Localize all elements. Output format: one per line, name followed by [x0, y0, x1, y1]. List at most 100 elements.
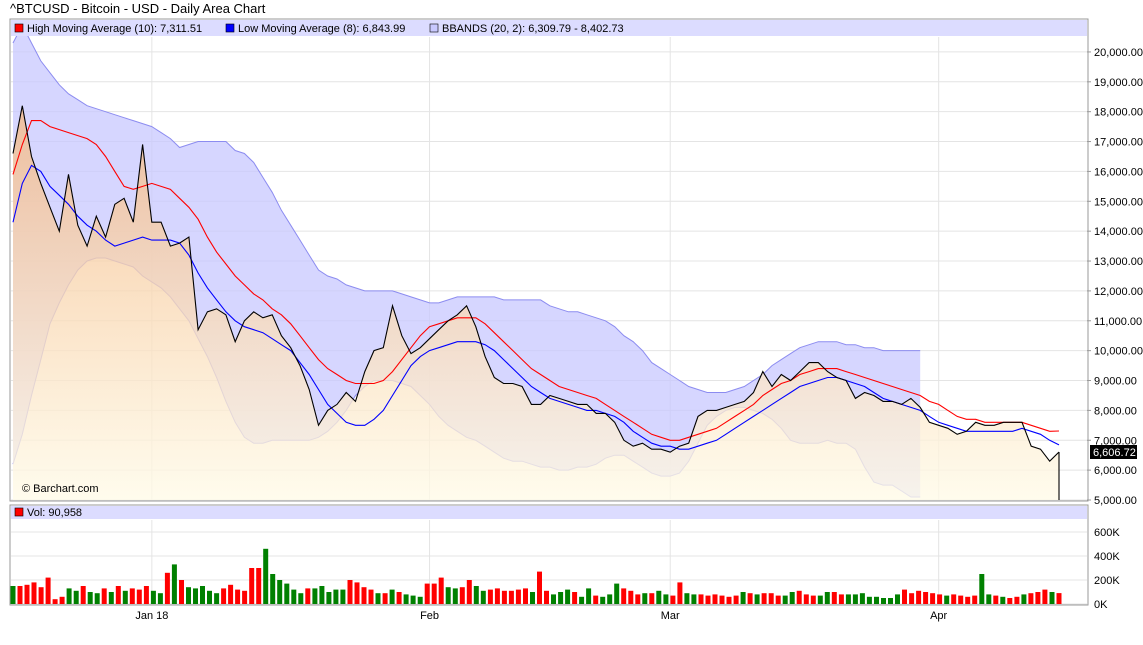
- volume-bar: [214, 593, 220, 604]
- volume-bar: [424, 583, 430, 604]
- volume-bar: [523, 588, 528, 604]
- volume-bar: [431, 583, 437, 604]
- volume-swatch: [14, 507, 24, 517]
- volume-bar: [73, 590, 79, 604]
- volume-bar: [38, 587, 44, 604]
- volume-bar: [635, 594, 641, 604]
- volume-bar: [150, 590, 156, 604]
- volume-bar: [888, 598, 893, 604]
- price-tick-label: 16,000.00: [1094, 166, 1143, 178]
- volume-bar: [80, 586, 86, 604]
- volume-bar: [852, 594, 858, 604]
- volume-bar: [438, 577, 444, 604]
- volume-bar: [628, 590, 634, 604]
- volume-bar: [263, 548, 269, 604]
- volume-bar: [782, 595, 788, 604]
- volume-bar: [677, 582, 683, 604]
- volume-bar: [389, 589, 395, 604]
- volume-bar: [923, 592, 929, 604]
- volume-bar: [916, 590, 922, 604]
- volume-tick-label: 200K: [1094, 575, 1120, 587]
- volume-bar: [284, 583, 290, 604]
- price-tick-label: 6,000.00: [1094, 465, 1137, 477]
- chart-title: ^BTCUSD - Bitcoin - USD - Daily Area Cha…: [10, 1, 266, 16]
- price-area-layer: [12, 24, 1060, 500]
- volume-bar: [768, 593, 774, 604]
- volume-bar: [333, 589, 339, 604]
- volume-bar: [136, 589, 142, 604]
- volume-bar: [1000, 596, 1006, 604]
- volume-bar: [586, 588, 592, 604]
- volume-bar: [452, 588, 458, 604]
- volume-bar: [235, 589, 241, 604]
- volume-bar: [579, 596, 585, 604]
- volume-bar: [775, 595, 781, 604]
- volume-bar: [157, 593, 163, 604]
- last-price-box: [1090, 445, 1137, 459]
- volume-bar: [242, 590, 248, 604]
- x-axis: Jan 18FebMarAprMayJun: [135, 610, 947, 622]
- volume-bar: [193, 588, 198, 604]
- volume-bar: [361, 587, 367, 604]
- x-tick-label: Apr: [930, 610, 947, 622]
- volume-bar: [607, 594, 613, 604]
- volume-bar: [902, 589, 907, 604]
- volume-bar: [600, 596, 606, 604]
- legend-high-ma: High Moving Average (10): 7,311.51: [27, 23, 202, 35]
- volume-bar: [747, 593, 753, 604]
- volume-bar: [551, 594, 556, 604]
- volume-bar: [972, 595, 978, 604]
- price-tick-label: 10,000.00: [1094, 346, 1143, 358]
- volume-bar: [200, 586, 205, 604]
- volume-tick-label: 0K: [1094, 599, 1108, 611]
- volume-tick-label: 400K: [1094, 551, 1120, 563]
- watermark: © Barchart.com: [22, 483, 99, 495]
- volume-bar: [52, 599, 58, 604]
- price-tick-label: 18,000.00: [1094, 107, 1143, 119]
- volume-bar: [396, 592, 402, 604]
- volume-bar: [838, 594, 844, 604]
- volume-axis: 0K 200K 400K 600K: [1094, 527, 1120, 611]
- volume-bar: [621, 588, 627, 604]
- volume-bar: [593, 595, 599, 604]
- volume-bar: [487, 589, 493, 604]
- volume-bar: [1042, 589, 1048, 604]
- volume-bar: [228, 584, 234, 604]
- volume-bar: [803, 594, 809, 604]
- volume-bar: [649, 593, 655, 604]
- volume-bar: [508, 590, 514, 604]
- volume-bar: [445, 587, 451, 604]
- volume-bar: [845, 594, 851, 604]
- legend-volume: Vol: 90,958: [27, 507, 82, 519]
- price-tick-label: 13,000.00: [1094, 256, 1143, 268]
- volume-bar: [726, 596, 732, 604]
- volume-bar: [305, 588, 311, 604]
- price-tick-label: 17,000.00: [1094, 137, 1143, 149]
- volume-bar: [733, 595, 739, 604]
- price-line: [12, 105, 1060, 463]
- volume-bar: [186, 587, 191, 604]
- volume-bar: [171, 564, 177, 604]
- volume-bar: [817, 595, 823, 604]
- volume-bar: [312, 588, 318, 604]
- volume-bar: [712, 594, 718, 604]
- price-tick-label: 14,000.00: [1094, 226, 1143, 238]
- volume-bar: [179, 580, 184, 604]
- volume-bar: [965, 596, 971, 604]
- price-tick-label: 15,000.00: [1094, 196, 1143, 208]
- price-tick-label: 5,000.00: [1094, 495, 1137, 507]
- volume-bar: [347, 580, 353, 604]
- volume-bar: [859, 593, 865, 604]
- volume-bar: [656, 590, 662, 604]
- volume-bar: [17, 586, 23, 604]
- volume-bar: [930, 593, 936, 604]
- last-price-label: 6,606.72: [1093, 447, 1136, 459]
- legend-bbands: BBANDS (20, 2): 6,309.79 - 8,402.73: [442, 23, 624, 35]
- volume-bar: [1014, 596, 1020, 604]
- volume-bar: [740, 592, 746, 604]
- high-ma-swatch: [14, 23, 24, 33]
- volume-bar: [277, 580, 283, 604]
- volume-bar: [670, 595, 676, 604]
- volume-bar: [1049, 592, 1055, 604]
